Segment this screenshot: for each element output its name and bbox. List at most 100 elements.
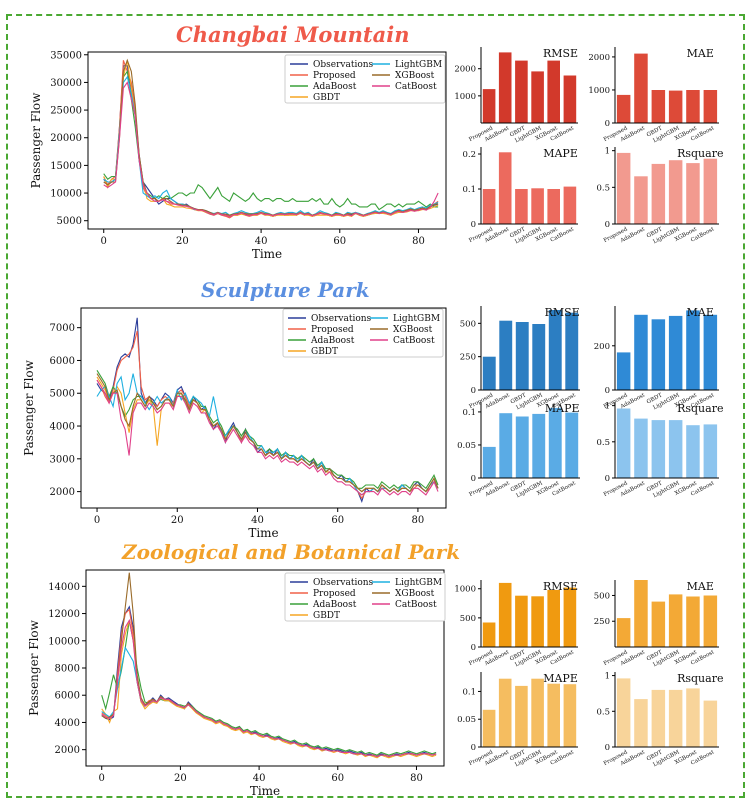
bar-xgboost [686,596,700,647]
bar-adaboost [634,314,648,390]
legend-entry: LightGBM [395,578,442,588]
series-line-adaboost [101,620,437,756]
bar-chart-title: RMSE [543,47,578,60]
legend-entry: LightGBM [395,60,442,70]
bar-gbdt [515,595,528,647]
bar-catboost [703,90,718,123]
legend-entry: CatBoost [395,82,437,92]
y-tick-label: 0.5 [596,438,610,448]
y-tick-label: 250 [594,617,610,627]
legend-entry: GBDT [313,611,340,621]
x-tick-label: 20 [171,515,184,526]
bar-adaboost [634,580,648,647]
y-axis-label: Passenger Flow [27,619,41,716]
y-tick-label: 3000 [50,454,75,465]
bar-chart-title: MAE [687,47,714,60]
bar-adaboost [498,152,512,225]
bar-proposed [616,152,631,224]
bar-lightgbm [668,420,683,478]
legend-entry: Proposed [313,71,356,81]
bar-adaboost [499,320,513,390]
bar-lightgbm [531,596,544,647]
bar-xgboost [548,407,562,478]
figure-frame [6,14,745,798]
series-line-xgboost [96,373,439,493]
legend-entry: XGBoost [393,325,433,335]
y-tick-label: 1 [605,402,610,412]
line-chart-2: 0 20 40 60 80 2000 4000 6000 8000 10000 12000 14000… [27,569,446,798]
bar-proposed [482,356,496,390]
bar-adaboost [634,53,648,123]
y-tick-label: 0.5 [596,707,610,717]
bar-lightgbm [532,413,546,478]
bar-gbdt [515,416,529,478]
bar-catboost [703,424,718,478]
y-tick-label: 0.1 [462,408,476,418]
y-tick-label: 200 [594,342,610,352]
bar-lightgbm [532,324,546,390]
y-tick-label: 0.2 [462,150,476,160]
y-tick-label: 0 [471,386,476,396]
bar-proposed [616,678,631,747]
series-line-catboost [101,618,437,758]
title-changbai-mountain: Changbai Mountain [176,22,410,47]
y-tick-label: 0 [471,220,476,230]
y-tick-label: 4000 [55,718,80,729]
bar-adaboost [498,52,512,123]
plot-area [80,307,447,509]
bar-chart-2-mape: ProposedAdaBoostGBDTLightGBMXGBoostCatBo… [462,147,578,245]
y-tick-label: 2000 [454,65,476,75]
bar-lightgbm [668,594,683,647]
y-tick-label: 1 [605,147,610,157]
bar-gbdt [651,601,666,647]
legend-entry: AdaBoost [310,336,355,346]
bar-proposed [616,408,631,478]
bar-proposed [482,622,496,647]
bar-catboost [563,684,577,747]
bar-adaboost [498,678,512,747]
legend-entry: AdaBoost [312,82,357,92]
bar-xgboost [686,425,700,478]
bar-chart-title: RMSE [545,306,580,319]
bar-chart-title: RMSE [543,580,578,593]
line-chart-1: 0 20 40 60 80 2000 3000 4000 5000 6000 7000 Time Pas… [22,307,447,540]
bar-chart-8-rmse: ProposedAdaBoostGBDTLightGBMXGBoostCatBo… [454,580,578,668]
y-tick-label: 1 [605,672,610,682]
y-tick-label: 0.5 [596,183,610,193]
bar-gbdt [515,189,528,224]
bar-chart-title: MAE [687,306,714,319]
y-tick-label: 2000 [50,487,75,498]
bar-chart-0-rmse: ProposedAdaBoostGBDTLightGBMXGBoostCatBo… [454,47,578,144]
bar-lightgbm [668,689,683,747]
bar-catboost [563,587,577,647]
bar-gbdt [651,90,666,123]
y-tick-label: 15000 [50,161,82,172]
x-axis-label: Time [248,526,278,540]
legend-entry: CatBoost [395,600,437,610]
y-tick-label: 7000 [50,323,75,334]
legend-entry: XGBoost [395,71,435,81]
bar-proposed [616,94,631,123]
series-line-adaboost [96,370,439,490]
legend-entry: LightGBM [393,314,440,324]
bar-chart-10-mape: ProposedAdaBoostGBDTLightGBMXGBoostCatBo… [457,672,578,768]
bar-catboost [563,75,577,123]
x-axis-label: Time [252,247,282,261]
bar-lightgbm [531,678,544,747]
bar-xgboost [547,683,560,747]
y-tick-label: 500 [460,614,476,624]
legend-entry: GBDT [311,347,338,357]
x-tick-label: 80 [412,515,425,526]
bar-gbdt [651,163,666,224]
bar-xgboost [547,589,560,647]
bar-proposed [482,709,496,747]
bar-catboost [703,314,718,390]
y-tick-label: 0 [605,119,610,129]
bar-proposed [616,352,631,390]
bar-chart-title: MAPE [543,147,578,160]
legend-entry: Observations [313,60,374,70]
bar-chart-title: MAPE [545,402,580,415]
bar-lightgbm [531,188,544,224]
bar-catboost [563,186,577,224]
